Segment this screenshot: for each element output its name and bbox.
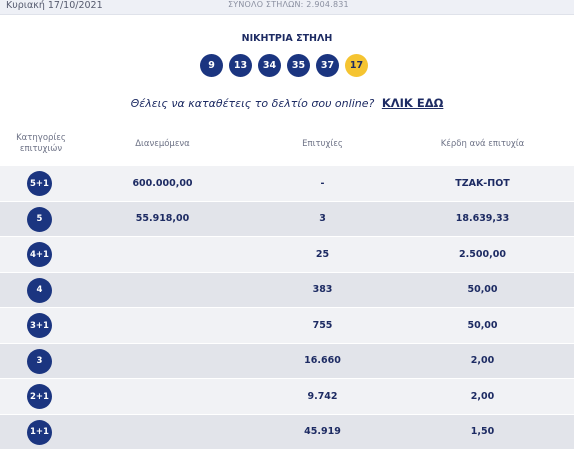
table-row: 2+1 9.742 2,00 [0, 379, 574, 415]
header-categories: Κατηγορίες επιτυχιών [16, 133, 66, 154]
distributed-amount: 55.918,00 [135, 213, 190, 225]
distributed-amount [100, 237, 225, 272]
prize-amount: 1,50 [470, 426, 495, 438]
category-badge: 2+1 [27, 384, 52, 409]
winning-numbers: 9 13 34 35 37 17 [200, 54, 368, 78]
winning-column-label: ΝΙΚΗΤΡΙΑ ΣΤΗΛΗ [241, 33, 333, 44]
top-info-bar: Κυριακή 17/10/2021 ΣΥΝΟΛΟ ΣΤΗΛΩΝ: 2.904.… [0, 0, 574, 15]
prize-amount: 50,00 [467, 319, 498, 331]
category-badge: 5 [27, 206, 52, 232]
results-table: 5+1 600.000,00 - ΤΖΑΚ-ΠΟΤ 5 55.918,00 3 … [0, 166, 574, 450]
header-prize-per-winner: Κέρδη ανά επιτυχία [440, 138, 525, 149]
category-badge: 5+1 [27, 171, 52, 196]
header-winners: Επιτυχίες [302, 138, 343, 149]
prize-amount: 2.500,00 [459, 248, 506, 260]
category-badge: 3+1 [27, 313, 52, 338]
winners-count: 16.660 [304, 355, 341, 367]
prize-amount: 50,00 [467, 284, 498, 296]
click-here-link[interactable]: ΚΛΙΚ ΕΔΩ [381, 96, 444, 110]
category-badge: 3 [27, 348, 52, 374]
number-ball: 9 [200, 54, 223, 77]
table-row: 4 383 50,00 [0, 272, 574, 308]
winners-count: 755 [312, 319, 333, 331]
table-row: 4+1 25 2.500,00 [0, 237, 574, 273]
number-ball: 35 [287, 54, 310, 77]
distributed-amount [100, 308, 225, 343]
number-ball: 34 [258, 54, 281, 77]
category-badge: 4+1 [27, 242, 52, 267]
table-row: 5+1 600.000,00 - ΤΖΑΚ-ΠΟΤ [0, 166, 574, 202]
table-row: 1+1 45.919 1,50 [0, 414, 574, 450]
online-bet-question: Θέλεις να καταθέτεις το δελτίο σου onlin… [130, 97, 375, 110]
winners-count: 45.919 [304, 426, 341, 438]
table-row: 3 16.660 2,00 [0, 343, 574, 379]
winners-count: - [320, 177, 325, 189]
table-header: Κατηγορίες επιτυχιών Διανεμόμενα Επιτυχί… [0, 126, 574, 162]
prize-amount: 18.639,33 [455, 213, 510, 225]
distributed-amount [100, 415, 225, 450]
category-badge: 4 [27, 277, 52, 303]
winners-count: 383 [312, 284, 333, 296]
distributed-amount [100, 379, 225, 414]
winners-count: 25 [315, 248, 330, 260]
distributed-amount: 600.000,00 [132, 177, 193, 189]
distributed-amount [100, 344, 225, 379]
draw-date: Κυριακή 17/10/2021 [6, 0, 103, 11]
winners-count: 9.742 [307, 390, 338, 402]
table-row: 3+1 755 50,00 [0, 308, 574, 344]
prize-amount: 2,00 [470, 355, 495, 367]
joker-ball: 17 [345, 54, 368, 77]
winners-count: 3 [319, 213, 326, 225]
number-ball: 37 [316, 54, 339, 77]
online-bet-prompt: Θέλεις να καταθέτεις το δελτίο σου onlin… [0, 96, 574, 110]
table-row: 5 55.918,00 3 18.639,33 [0, 201, 574, 237]
total-columns: ΣΥΝΟΛΟ ΣΤΗΛΩΝ: 2.904.831 [228, 0, 349, 9]
number-ball: 13 [229, 54, 252, 77]
header-distributed: Διανεμόμενα [135, 138, 190, 149]
prize-amount: ΤΖΑΚ-ΠΟΤ [455, 177, 510, 189]
distributed-amount [100, 273, 225, 308]
prize-amount: 2,00 [470, 390, 495, 402]
category-badge: 1+1 [27, 419, 52, 445]
